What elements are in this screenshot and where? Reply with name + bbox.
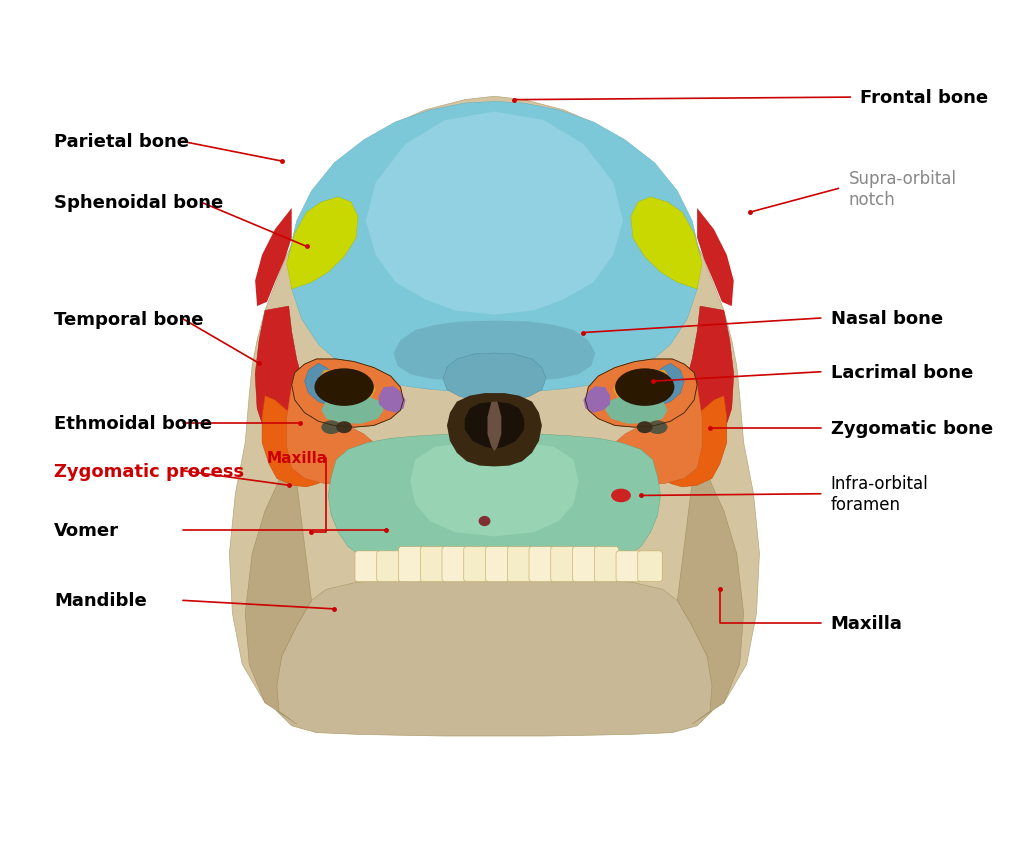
Polygon shape (446, 394, 542, 467)
Polygon shape (289, 102, 700, 393)
Polygon shape (608, 385, 702, 486)
Ellipse shape (478, 516, 490, 527)
FancyBboxPatch shape (638, 551, 663, 582)
Text: Sphenoidal bone: Sphenoidal bone (54, 193, 223, 212)
Polygon shape (680, 307, 734, 486)
Ellipse shape (648, 421, 668, 435)
FancyBboxPatch shape (420, 547, 444, 582)
Polygon shape (654, 396, 727, 487)
FancyBboxPatch shape (464, 547, 488, 582)
Polygon shape (613, 371, 671, 403)
Polygon shape (584, 387, 610, 413)
Polygon shape (274, 578, 714, 736)
Ellipse shape (615, 369, 675, 406)
Polygon shape (697, 209, 734, 307)
Text: Mandible: Mandible (54, 591, 147, 610)
FancyBboxPatch shape (485, 547, 510, 582)
Text: Temporal bone: Temporal bone (54, 310, 204, 329)
FancyBboxPatch shape (355, 551, 380, 582)
Ellipse shape (322, 421, 341, 435)
Text: Lacrimal bone: Lacrimal bone (830, 363, 973, 382)
FancyBboxPatch shape (377, 551, 401, 582)
Polygon shape (677, 443, 743, 724)
Polygon shape (631, 198, 702, 290)
Ellipse shape (314, 369, 374, 406)
Polygon shape (287, 385, 381, 486)
Polygon shape (586, 360, 697, 428)
Text: Maxilla: Maxilla (830, 614, 902, 633)
Polygon shape (322, 395, 384, 424)
Polygon shape (304, 364, 368, 409)
Polygon shape (255, 307, 308, 486)
FancyBboxPatch shape (572, 547, 597, 582)
Text: Supra-orbital
notch: Supra-orbital notch (849, 170, 956, 209)
Text: Nasal bone: Nasal bone (830, 309, 943, 328)
Polygon shape (393, 321, 595, 382)
Ellipse shape (336, 422, 352, 434)
Polygon shape (287, 198, 358, 290)
Polygon shape (411, 441, 579, 537)
Text: Zygomatic bone: Zygomatic bone (830, 419, 992, 438)
Polygon shape (487, 402, 502, 452)
Polygon shape (245, 443, 311, 724)
Polygon shape (605, 395, 668, 424)
Text: Maxilla: Maxilla (267, 451, 328, 466)
FancyBboxPatch shape (551, 547, 575, 582)
Polygon shape (621, 364, 684, 409)
FancyBboxPatch shape (398, 547, 423, 582)
Text: Ethmoidal bone: Ethmoidal bone (54, 414, 212, 433)
Ellipse shape (637, 422, 652, 434)
FancyBboxPatch shape (442, 547, 467, 582)
Text: Vomer: Vomer (54, 521, 120, 539)
Text: Parietal bone: Parietal bone (54, 133, 189, 152)
Polygon shape (379, 387, 406, 413)
Polygon shape (465, 402, 524, 449)
FancyBboxPatch shape (594, 547, 618, 582)
Polygon shape (262, 396, 334, 487)
Polygon shape (229, 97, 760, 734)
Polygon shape (318, 371, 376, 403)
Polygon shape (443, 354, 546, 401)
Text: Infra-orbital
foramen: Infra-orbital foramen (830, 475, 929, 514)
Ellipse shape (611, 489, 631, 503)
Polygon shape (255, 209, 292, 307)
Polygon shape (366, 112, 623, 315)
Text: Zygomatic process: Zygomatic process (54, 462, 245, 481)
FancyBboxPatch shape (616, 551, 640, 582)
FancyBboxPatch shape (507, 547, 531, 582)
Polygon shape (292, 360, 403, 428)
Polygon shape (329, 435, 660, 574)
Text: Frontal bone: Frontal bone (860, 89, 988, 107)
FancyBboxPatch shape (529, 547, 553, 582)
